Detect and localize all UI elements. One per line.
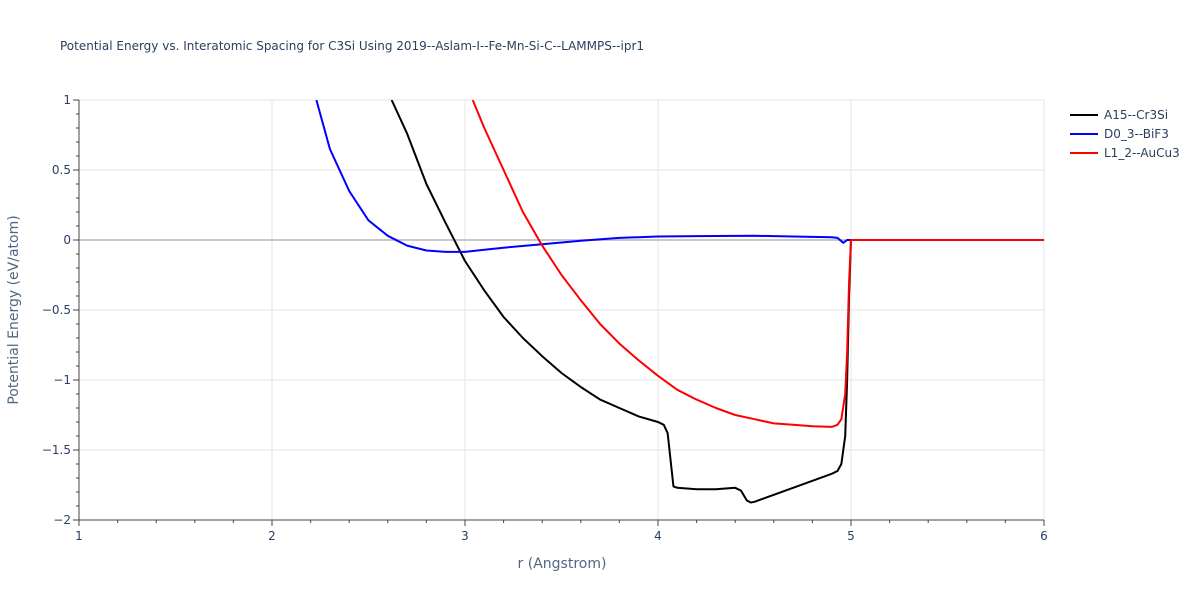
series-line-1: [315, 100, 1044, 253]
legend[interactable]: A15--Cr3Si D0_3--BiF3 L1_2--AuCu3: [1070, 108, 1180, 160]
series-group: [315, 100, 1044, 504]
y-tick-label: −2: [53, 513, 71, 527]
x-axis-title: r (Angstrom): [518, 556, 607, 572]
y-tick-label: −1.5: [42, 443, 71, 457]
y-tick-label: 1: [63, 93, 71, 107]
legend-label: L1_2--AuCu3: [1104, 146, 1180, 160]
x-tick-label: 3: [461, 529, 469, 543]
legend-item-2[interactable]: L1_2--AuCu3: [1070, 146, 1180, 160]
x-tick-label: 2: [268, 529, 276, 543]
tick-labels: 1 2 3 4 5 6 1 0.5 0 −0.5 −1 −1.5 −2: [42, 93, 1048, 543]
y-tick-label: −1: [53, 373, 71, 387]
y-axis-title: Potential Energy (eV/atom): [6, 215, 22, 404]
legend-label: A15--Cr3Si: [1104, 108, 1168, 122]
y-tick-label: 0.5: [52, 163, 71, 177]
series-line-0: [390, 100, 1044, 504]
chart-title: Potential Energy vs. Interatomic Spacing…: [60, 39, 644, 53]
y-tick-label: 0: [63, 233, 71, 247]
x-tick-label: 1: [75, 529, 83, 543]
legend-item-1[interactable]: D0_3--BiF3: [1070, 127, 1169, 141]
y-tick-label: −0.5: [42, 303, 71, 317]
legend-label: D0_3--BiF3: [1104, 127, 1169, 141]
x-tick-label: 5: [847, 529, 855, 543]
legend-item-0[interactable]: A15--Cr3Si: [1070, 108, 1168, 122]
series-line-2: [471, 100, 1044, 428]
x-tick-label: 6: [1040, 529, 1048, 543]
axes: [73, 99, 1045, 526]
x-tick-label: 4: [654, 529, 662, 543]
